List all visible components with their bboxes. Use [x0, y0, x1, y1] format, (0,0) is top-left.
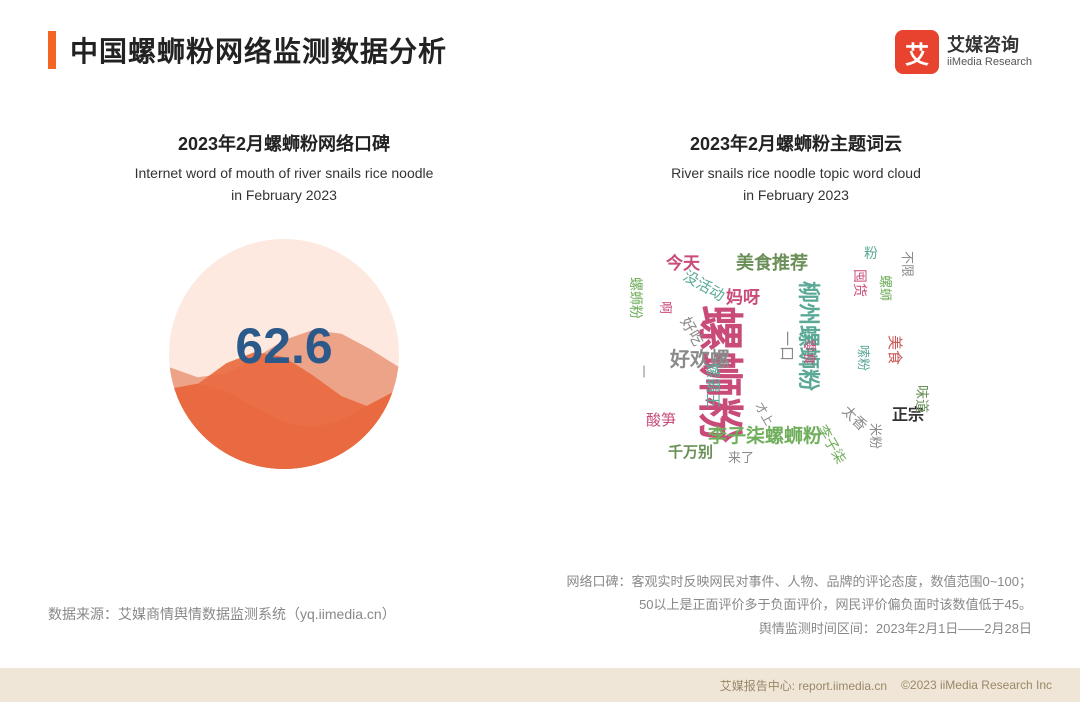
- wordcloud-word: 螺蛳粉: [626, 277, 646, 319]
- wordcloud-word: 一: [635, 365, 654, 378]
- logo-icon: 艾: [895, 30, 939, 74]
- wordcloud-word: 一口: [777, 331, 798, 361]
- wordcloud-word: 啊: [657, 301, 676, 314]
- wordcloud: 螺蛳粉柳州螺蛳粉李子柒螺蛳粉好欢螺美食推荐妈呀今天没活动螺蛳粉好吃螺霸王酸笋千万…: [616, 235, 976, 475]
- wordcloud-word: 酸笋: [646, 409, 676, 430]
- footnotes: 网络口碑：客观实时反映网民对事件、人物、品牌的评论态度，数值范围0~100； 5…: [566, 570, 1032, 640]
- wordcloud-word: 味道: [912, 385, 932, 413]
- gauge-value: 62.6: [169, 317, 399, 375]
- logo-cn: 艾媒咨询: [947, 35, 1032, 57]
- wordcloud-word: 嗦粉: [855, 345, 874, 371]
- wordcloud-word: 妈呀: [726, 283, 760, 308]
- left-title-en-1: Internet word of mouth of river snails r…: [135, 162, 434, 184]
- logo-text: 艾媒咨询 iiMedia Research: [947, 35, 1032, 70]
- right-title-cn: 2023年2月螺蛳粉主题词云: [690, 130, 902, 156]
- title-accent-bar: [48, 31, 56, 69]
- footnote-2: 50以上是正面评价多于负面评价，网民评价偏负面时该数值低于45。: [566, 593, 1032, 616]
- page-title: 中国螺蛳粉网络监测数据分析: [70, 30, 447, 70]
- bottom-right: ©2023 iiMedia Research Inc: [901, 678, 1052, 692]
- header: 中国螺蛳粉网络监测数据分析 艾 艾媒咨询 iiMedia Research: [48, 30, 1032, 74]
- wordcloud-word: 美食推荐: [736, 249, 808, 275]
- right-title-en-1: River snails rice noodle topic word clou…: [671, 162, 921, 184]
- wordcloud-word: 来了: [728, 447, 754, 466]
- wordcloud-word: 没活动: [680, 265, 729, 306]
- title-wrap: 中国螺蛳粉网络监测数据分析: [48, 30, 447, 70]
- bottom-bar: 艾媒报告中心: report.iimedia.cn ©2023 iiMedia …: [0, 668, 1080, 702]
- wordcloud-word: 米粉: [867, 423, 886, 449]
- logo: 艾 艾媒咨询 iiMedia Research: [895, 30, 1032, 74]
- wordcloud-word: 美食: [885, 335, 906, 365]
- bottom-left: 艾媒报告中心: report.iimedia.cn: [720, 677, 887, 694]
- wordcloud-word: 粉: [864, 243, 878, 263]
- wordcloud-word: 螺霸王: [703, 363, 724, 408]
- wordcloud-word: 零食: [801, 339, 820, 365]
- data-source: 数据来源：艾媒商情舆情数据监测系统（yq.iimedia.cn）: [48, 604, 396, 624]
- wordcloud-word: 不限: [899, 251, 918, 277]
- footnote-3: 舆情监测时间区间：2023年2月1日——2月28日: [566, 617, 1032, 640]
- right-panel: 2023年2月螺蛳粉主题词云 River snails rice noodle …: [560, 130, 1032, 475]
- gauge: 62.6: [169, 239, 399, 469]
- wordcloud-word: 千万别: [668, 441, 713, 462]
- left-title-cn: 2023年2月螺蛳粉网络口碑: [178, 130, 390, 156]
- content: 2023年2月螺蛳粉网络口碑 Internet word of mouth of…: [48, 130, 1032, 475]
- wordcloud-word: 囤货: [850, 269, 870, 297]
- logo-en: iiMedia Research: [947, 56, 1032, 69]
- left-title-en-2: in February 2023: [231, 184, 337, 206]
- left-panel: 2023年2月螺蛳粉网络口碑 Internet word of mouth of…: [48, 130, 520, 475]
- right-title-en-2: in February 2023: [743, 184, 849, 206]
- wordcloud-word: 螺蛳: [877, 275, 896, 301]
- wordcloud-word: 柳州螺蛳粉: [794, 281, 826, 391]
- footnote-1: 网络口碑：客观实时反映网民对事件、人物、品牌的评论态度，数值范围0~100；: [566, 570, 1032, 593]
